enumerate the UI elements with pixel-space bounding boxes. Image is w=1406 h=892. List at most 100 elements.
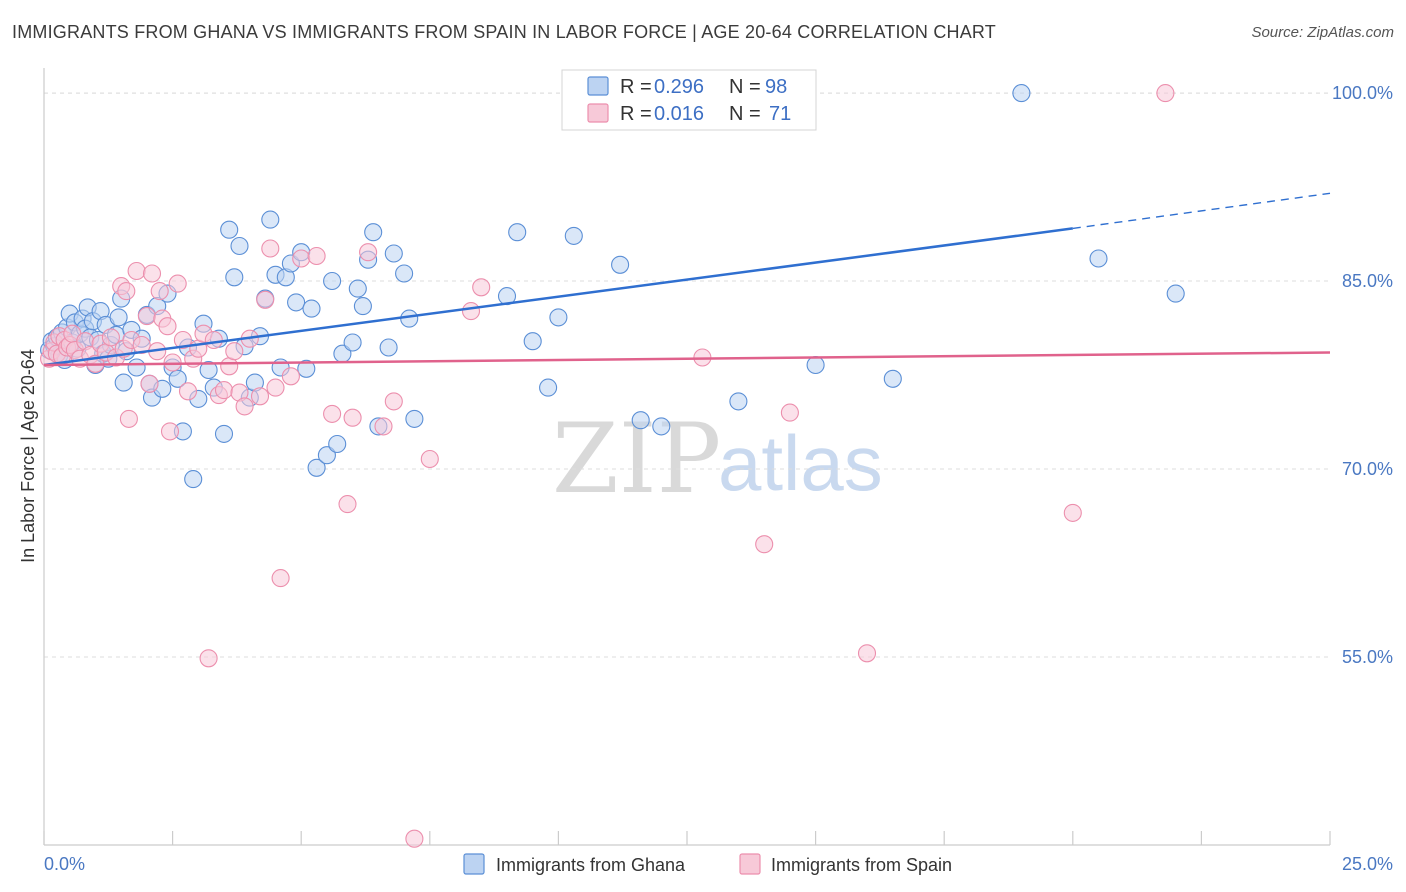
data-point <box>127 261 146 281</box>
legend-r-label-spain: R = <box>620 103 657 125</box>
data-point <box>297 359 316 378</box>
y-tick-label: 55.0% <box>1342 647 1393 667</box>
legend-swatch-spain <box>587 103 609 123</box>
data-point <box>317 446 336 465</box>
y-tick-labels: 55.0% 70.0% 85.0% 100.0% <box>1332 83 1393 667</box>
data-point <box>178 382 198 401</box>
legend-r-value-spain: 0.016 <box>654 103 704 125</box>
watermark-atlas: atlas <box>718 419 883 507</box>
data-point <box>539 378 558 397</box>
data-point <box>250 387 270 406</box>
data-point <box>564 226 583 245</box>
data-point <box>220 357 239 376</box>
y-tick-label: 70.0% <box>1342 459 1393 479</box>
data-point <box>109 308 128 327</box>
data-point <box>883 369 902 388</box>
data-point <box>323 404 342 423</box>
data-point <box>523 332 542 351</box>
data-point <box>281 367 300 386</box>
data-point <box>119 409 138 428</box>
data-point <box>652 417 671 436</box>
data-point <box>508 223 527 242</box>
y-tick-label: 85.0% <box>1342 271 1393 291</box>
y-tick-label: 100.0% <box>1332 83 1393 103</box>
data-point <box>261 239 280 258</box>
data-point <box>225 342 244 361</box>
data-point <box>364 223 383 242</box>
legend-n-value-ghana: 98 <box>765 76 787 98</box>
data-point <box>343 333 362 352</box>
data-point <box>230 236 249 256</box>
data-point <box>114 373 133 392</box>
data-point <box>225 268 244 287</box>
x-ticks <box>43 831 1331 845</box>
data-point <box>549 308 568 327</box>
data-point <box>379 338 398 357</box>
data-point <box>405 409 424 428</box>
data-point <box>127 358 146 377</box>
data-point <box>101 328 120 347</box>
data-point <box>1012 84 1031 103</box>
legend-n-label-spain: N = <box>729 103 766 125</box>
data-point <box>184 470 203 489</box>
data-point <box>395 264 414 283</box>
data-point <box>631 411 650 430</box>
data-point <box>857 644 877 663</box>
data-point <box>405 829 424 848</box>
legend-bottom-swatch-spain <box>739 853 761 875</box>
data-point <box>307 246 326 266</box>
chart-source: Source: ZipAtlas.com <box>1251 24 1394 41</box>
legend-n-label-ghana: N = <box>729 76 766 98</box>
data-point <box>142 264 162 283</box>
trend-line-ghana-extension <box>1072 192 1331 230</box>
x-tick-label-max: 25.0% <box>1342 854 1393 874</box>
data-point <box>1089 249 1108 268</box>
data-point <box>806 355 825 375</box>
series-spain-points <box>40 84 1175 848</box>
data-point <box>755 535 774 554</box>
data-point <box>271 569 290 588</box>
data-point <box>266 378 285 397</box>
data-point <box>168 369 187 388</box>
data-point <box>168 274 187 293</box>
data-point <box>472 278 491 297</box>
data-point <box>1166 284 1185 303</box>
data-point <box>199 649 218 668</box>
trend-line-spain <box>43 351 1331 367</box>
data-point <box>214 381 234 400</box>
data-point <box>328 434 347 454</box>
legend-r-label-ghana: R = <box>620 76 657 98</box>
data-point <box>348 279 367 298</box>
y-axis-title: In Labor Force | Age 20-64 <box>18 349 38 563</box>
data-point <box>150 282 169 301</box>
data-point <box>384 244 403 263</box>
data-point <box>199 360 218 380</box>
legend-n-value-spain: 71 <box>769 103 791 125</box>
data-point <box>256 290 275 309</box>
trend-lines <box>43 192 1331 367</box>
data-point <box>287 293 306 312</box>
data-point <box>117 282 136 301</box>
data-point <box>374 417 393 436</box>
data-point <box>307 458 326 477</box>
legend-bottom: Immigrants from Ghana Immigrants from Sp… <box>463 853 952 875</box>
data-point <box>323 271 342 291</box>
data-point <box>359 243 378 262</box>
data-point <box>261 210 280 229</box>
data-point <box>235 397 254 416</box>
legend-bottom-swatch-ghana <box>463 853 485 875</box>
data-point <box>158 317 177 336</box>
data-point <box>137 307 156 326</box>
trend-line-ghana <box>43 227 1073 367</box>
data-point <box>353 297 372 316</box>
data-point <box>611 255 630 274</box>
data-point <box>729 392 748 411</box>
data-point <box>292 249 311 268</box>
data-point <box>384 392 403 411</box>
data-point <box>461 302 481 321</box>
legend-top: R = 0.296 N = 98 R = 0.016 N = 71 <box>561 69 817 131</box>
data-point <box>1063 503 1082 522</box>
data-point <box>780 403 799 422</box>
data-point <box>132 335 151 355</box>
legend-swatch-ghana <box>587 76 609 96</box>
